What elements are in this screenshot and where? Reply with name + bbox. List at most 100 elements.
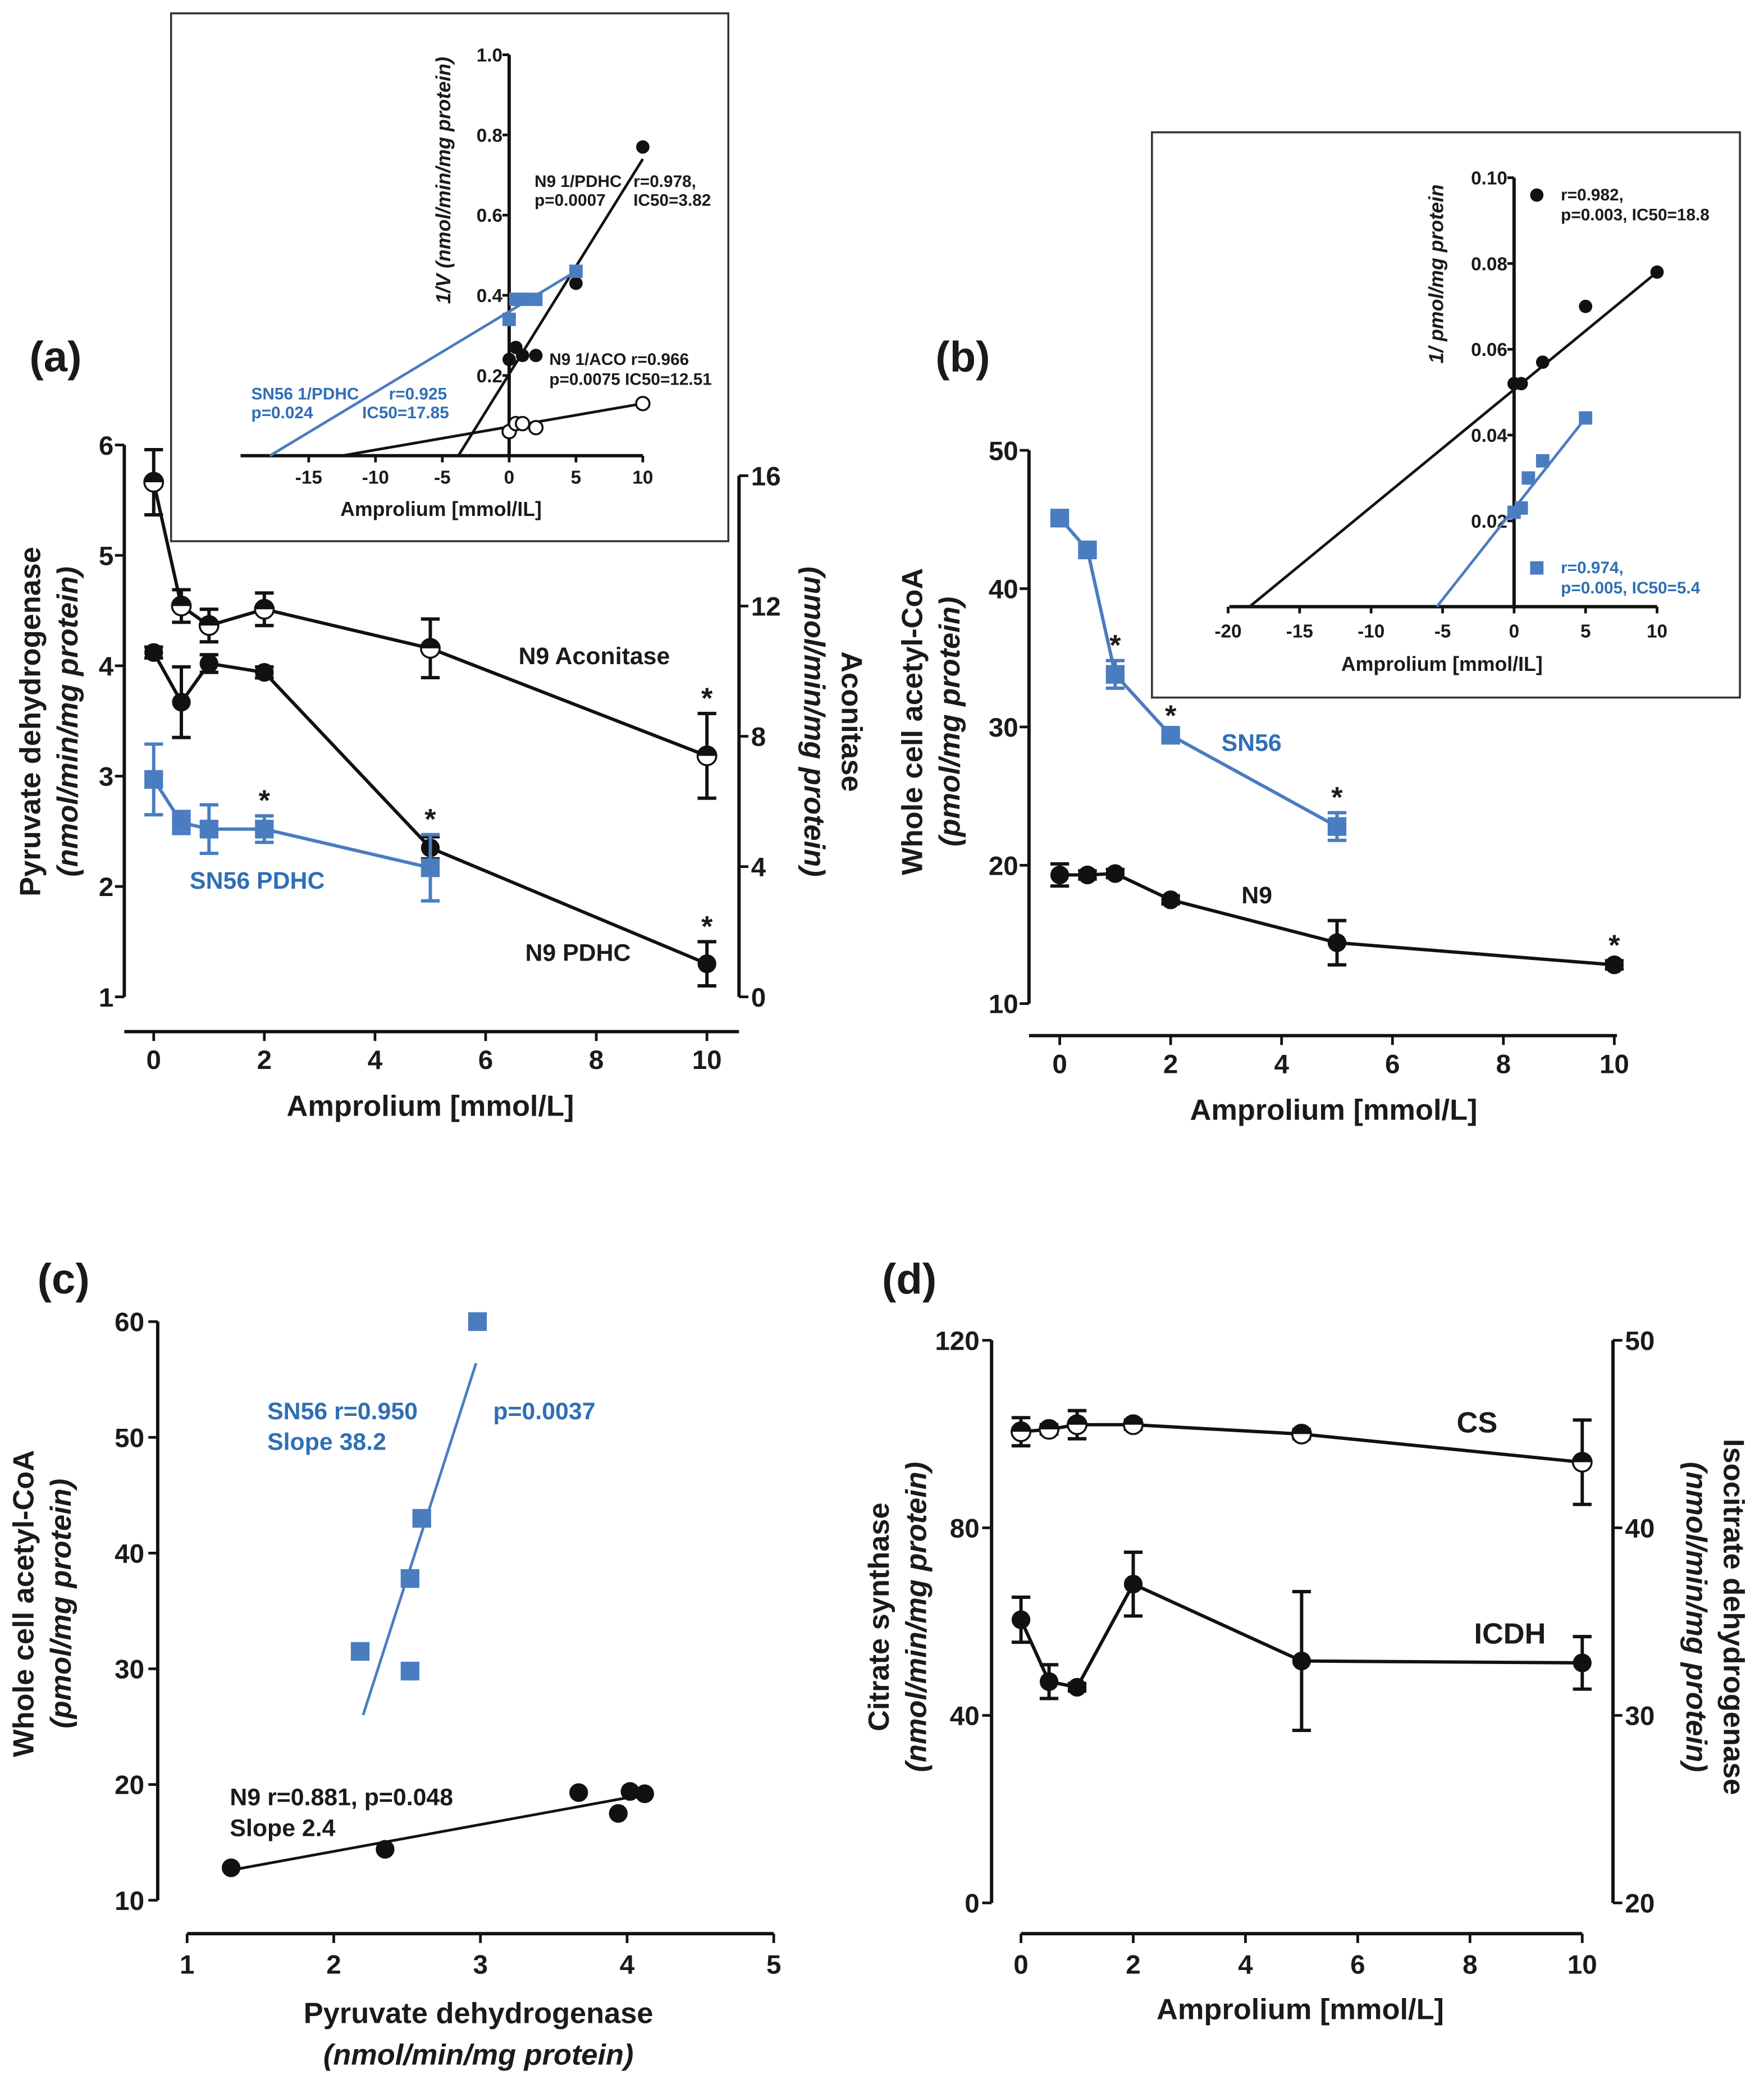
y-tick-label: 3 (99, 762, 113, 792)
y-tick-label: 2 (99, 872, 113, 902)
data-point-fill (1573, 1452, 1592, 1462)
y-axis-title: Whole cell acetyl-CoA (8, 1450, 40, 1757)
x-tick-label: -20 (1214, 621, 1241, 642)
data-point (1292, 1651, 1311, 1671)
x-tick-label: 10 (1647, 621, 1667, 642)
x-tick-label: 2 (257, 1045, 272, 1075)
panel-label: (a) (29, 333, 81, 381)
data-point-fill (255, 600, 274, 610)
annotation: SN56 PDHC (190, 867, 325, 894)
series-n9-1-aco (341, 396, 651, 458)
x-axis-title: Amprolium [mmol/L] (1157, 1994, 1444, 2026)
y-axis-subtitle: (nmol/min/mg protein) (1680, 1462, 1712, 1772)
series-line (152, 778, 431, 870)
x-tick-label: 8 (1496, 1049, 1511, 1079)
y-tick-label: 40 (115, 1539, 144, 1569)
annotation: N9 (1241, 882, 1272, 909)
data-point (502, 353, 516, 367)
y-axis-subtitle: (nmol/min/mg protein) (901, 1462, 933, 1772)
x-tick-label: -15 (1286, 621, 1313, 642)
y-tick-label: 1.0 (477, 45, 502, 66)
x-tick-label: 5 (766, 1950, 781, 1980)
data-point (1161, 725, 1180, 745)
data-point-fill (1011, 1422, 1031, 1432)
data-point (697, 954, 716, 973)
data-point (1067, 1414, 1087, 1436)
y-tick-label: 30 (1625, 1702, 1655, 1731)
data-point (1327, 817, 1347, 836)
y-tick-label: 10 (989, 990, 1018, 1020)
y-tick-label: 0.4 (477, 286, 503, 307)
data-point (198, 615, 220, 636)
annotation: N9 Aconitase (519, 643, 670, 670)
series-icdh (1011, 1550, 1592, 1733)
x-tick-label: 4 (1238, 1950, 1253, 1980)
x-tick-label: 8 (589, 1045, 604, 1075)
data-point-fill (421, 639, 440, 648)
data-point (696, 745, 718, 766)
data-point (412, 1509, 431, 1528)
y-tick-label: 0.8 (477, 125, 502, 146)
annotation: p=0.003, IC50=18.8 (1561, 206, 1710, 225)
annotation: Slope 38.2 (267, 1429, 386, 1456)
legend-marker (1530, 188, 1544, 202)
x-axis-title: Amprolium [mmol/L] (1190, 1094, 1478, 1127)
annotation: r=0.974, (1561, 559, 1624, 577)
y-tick-label: 40 (989, 575, 1018, 605)
x-tick-label: 6 (478, 1045, 493, 1075)
annotation: N9 1/PDHC (534, 172, 621, 191)
data-point (635, 1784, 654, 1803)
x-tick-label: 10 (1568, 1950, 1597, 1980)
data-point (1579, 299, 1593, 313)
y-tick-label: 0.10 (1471, 168, 1507, 189)
x-axis-title: Amprolium [mmol/L] (287, 1090, 574, 1123)
series-n9-pdhc: * (144, 643, 716, 988)
data-point (171, 595, 192, 616)
x-tick-label: 6 (1350, 1950, 1365, 1980)
y-tick-label: 50 (115, 1423, 144, 1453)
data-point (421, 858, 440, 877)
x-tick-label: 4 (1274, 1049, 1289, 1079)
data-point (1535, 454, 1550, 468)
y-tick-label: 12 (751, 592, 781, 622)
data-point (350, 1642, 370, 1661)
data-point (143, 472, 164, 493)
data-point (1571, 1452, 1593, 1473)
x-axis-subtitle: (nmol/min/mg protein) (323, 2038, 634, 2071)
annotation: p=0.0075 IC50=12.51 (549, 371, 711, 389)
x-tick-label: 2 (1163, 1049, 1178, 1079)
annotation: r=0.925 (389, 385, 447, 404)
fit-line (1249, 271, 1658, 608)
y-tick-label: 16 (751, 462, 781, 492)
annotation: CS (1457, 1407, 1498, 1439)
y-tick-label: 120 (935, 1327, 979, 1356)
series-line (152, 482, 708, 758)
x-tick-label: -5 (434, 468, 451, 488)
data-point (400, 1661, 420, 1681)
series-sn56 (350, 1312, 487, 1716)
significance-star: * (259, 785, 271, 817)
significance-star: * (701, 911, 713, 943)
fit-line (362, 1363, 478, 1716)
y-axis-title: Citrate synthase (863, 1502, 895, 1731)
data-point (515, 415, 531, 432)
data-point (502, 312, 516, 326)
x-axis-title: Pyruvate dehydrogenase (304, 1998, 653, 2030)
annotation: N9 r=0.881, p=0.048 (230, 1784, 453, 1811)
x-tick-label: -5 (1434, 621, 1451, 642)
data-point (420, 638, 441, 659)
data-point (1650, 265, 1664, 279)
data-point (1039, 1672, 1059, 1691)
y-tick-label: 30 (115, 1655, 144, 1685)
annotation: ICDH (1474, 1618, 1546, 1651)
annotation: N9 1/ACO r=0.966 (549, 350, 689, 369)
y-tick-label: 8 (751, 723, 766, 752)
x-tick-label: 2 (326, 1950, 341, 1980)
y-tick-label: 20 (989, 851, 1018, 881)
y-tick-label: 0 (965, 1889, 979, 1919)
significance-star: * (424, 803, 436, 836)
data-point (515, 292, 529, 307)
data-point-fill (172, 596, 191, 606)
annotation: p=0.0037 (493, 1398, 595, 1425)
